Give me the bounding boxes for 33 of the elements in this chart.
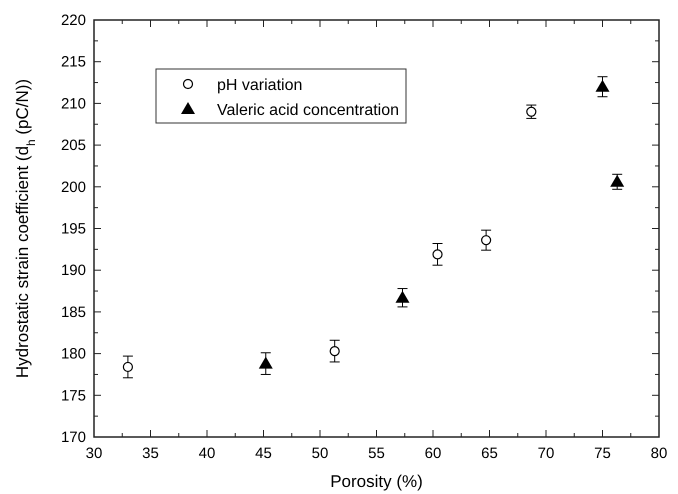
point <box>395 290 410 303</box>
y-tick-label: 185 <box>60 304 86 321</box>
legend-label: Valeric acid concentration <box>217 102 400 119</box>
point <box>596 80 610 92</box>
point <box>610 174 624 187</box>
x-tick-label: 50 <box>312 445 328 462</box>
x-tick-label: 55 <box>368 445 385 462</box>
x-tick-label: 60 <box>424 445 442 462</box>
y-tick-label: 195 <box>60 220 86 238</box>
legend-label: pH variation <box>217 77 302 94</box>
point <box>432 249 443 260</box>
y-tick-label: 205 <box>60 137 86 154</box>
x-tick-label: 30 <box>86 445 102 462</box>
x-tick-label: 80 <box>650 445 668 462</box>
x-tick-label: 70 <box>538 445 554 462</box>
x-tick-label: 65 <box>481 445 498 462</box>
y-tick-label: 170 <box>60 429 86 446</box>
point <box>122 362 133 372</box>
y-tick-label: 220 <box>60 12 86 29</box>
x-tick-label: 75 <box>594 445 611 462</box>
x-axis-title: Porosity (%) <box>330 472 423 491</box>
point <box>330 346 340 356</box>
y-tick-label: 215 <box>60 54 86 71</box>
x-tick-label: 40 <box>198 445 216 462</box>
point <box>481 235 492 246</box>
y-tick-label: 210 <box>60 95 86 112</box>
x-tick-label: 35 <box>142 445 159 462</box>
y-tick-label: 200 <box>60 178 86 196</box>
point <box>258 356 273 369</box>
y-tick-label: 180 <box>60 346 86 363</box>
y-tick-label: 175 <box>60 387 86 404</box>
x-tick-label: 45 <box>255 445 272 462</box>
y-tick-label: 190 <box>60 262 86 280</box>
